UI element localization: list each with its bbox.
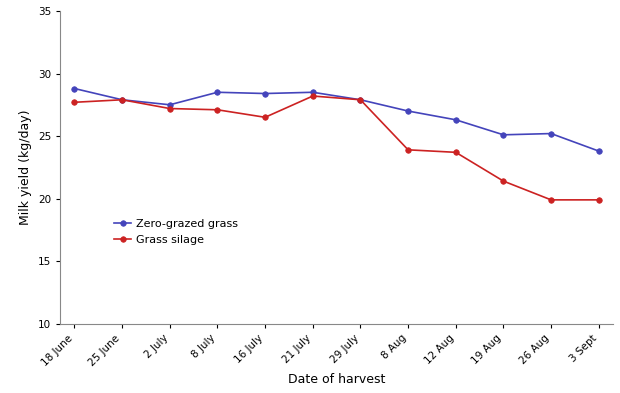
Zero-grazed grass — [500, 132, 507, 137]
Zero-grazed grass — [356, 97, 364, 102]
Grass silage — [118, 97, 126, 102]
Grass silage — [356, 97, 364, 102]
Grass silage — [262, 115, 269, 119]
Grass silage — [166, 106, 174, 111]
Zero-grazed grass — [404, 109, 412, 114]
X-axis label: Date of harvest: Date of harvest — [288, 373, 385, 386]
Zero-grazed grass — [309, 90, 316, 95]
Y-axis label: Milk yield (kg/day): Milk yield (kg/day) — [19, 110, 32, 225]
Zero-grazed grass — [118, 97, 126, 102]
Grass silage — [547, 198, 555, 202]
Grass silage — [214, 107, 221, 112]
Line: Zero-grazed grass: Zero-grazed grass — [72, 86, 601, 154]
Grass silage — [404, 147, 412, 152]
Zero-grazed grass — [166, 103, 174, 107]
Grass silage — [595, 198, 603, 202]
Grass silage — [309, 94, 316, 98]
Zero-grazed grass — [262, 91, 269, 96]
Grass silage — [500, 179, 507, 184]
Zero-grazed grass — [452, 118, 459, 122]
Grass silage — [452, 150, 459, 155]
Line: Grass silage: Grass silage — [72, 93, 601, 203]
Legend: Zero-grazed grass, Grass silage: Zero-grazed grass, Grass silage — [110, 215, 242, 250]
Zero-grazed grass — [214, 90, 221, 95]
Zero-grazed grass — [71, 86, 78, 91]
Grass silage — [71, 100, 78, 105]
Zero-grazed grass — [547, 131, 555, 136]
Zero-grazed grass — [595, 149, 603, 153]
